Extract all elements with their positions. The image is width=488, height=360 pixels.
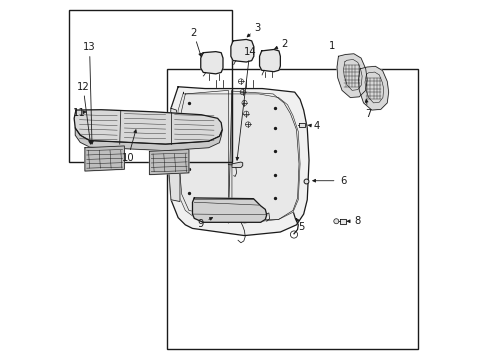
Polygon shape <box>149 149 188 175</box>
Text: 12: 12 <box>77 82 89 92</box>
Text: 8: 8 <box>354 216 360 226</box>
Polygon shape <box>231 162 242 167</box>
Bar <box>69 10 231 162</box>
Polygon shape <box>230 40 253 62</box>
Text: 6: 6 <box>339 176 346 186</box>
Text: 10: 10 <box>122 153 134 163</box>
Polygon shape <box>192 198 266 222</box>
Polygon shape <box>167 108 180 202</box>
Polygon shape <box>259 49 280 72</box>
Polygon shape <box>201 51 223 74</box>
Text: 13: 13 <box>83 42 96 52</box>
Polygon shape <box>74 110 222 144</box>
Polygon shape <box>336 54 366 98</box>
Text: 1: 1 <box>328 41 335 50</box>
Polygon shape <box>299 123 304 127</box>
Text: 3: 3 <box>253 23 260 33</box>
Text: 9: 9 <box>197 219 203 229</box>
Circle shape <box>333 219 338 224</box>
Polygon shape <box>358 66 388 110</box>
Text: 5: 5 <box>297 222 304 231</box>
Text: 7: 7 <box>364 109 371 119</box>
Polygon shape <box>339 219 345 224</box>
Text: 4: 4 <box>313 121 320 131</box>
Polygon shape <box>75 128 222 150</box>
Polygon shape <box>85 146 124 171</box>
Text: 2: 2 <box>281 40 287 49</box>
Bar <box>167 69 418 348</box>
Text: 11: 11 <box>73 108 86 118</box>
Text: 2: 2 <box>190 28 196 38</box>
Polygon shape <box>174 92 300 223</box>
Text: 14: 14 <box>243 46 256 57</box>
Polygon shape <box>167 87 308 235</box>
